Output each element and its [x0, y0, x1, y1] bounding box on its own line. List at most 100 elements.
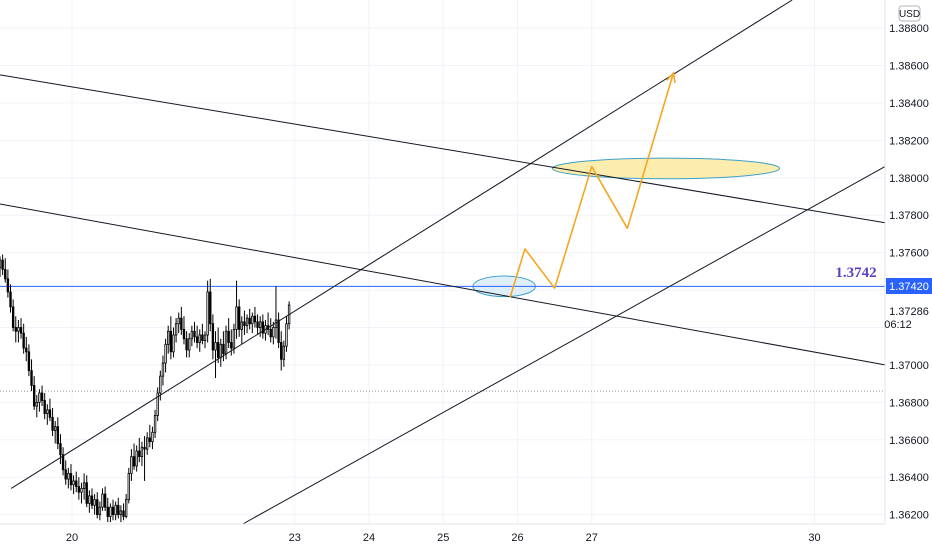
- y-tick-label: 1.37600: [889, 248, 929, 260]
- candle-bullish: [203, 334, 207, 342]
- resistance-price-tag-text: 1.37420: [889, 281, 929, 293]
- candle-bearish: [77, 486, 81, 493]
- candle-bullish: [172, 334, 175, 353]
- candle-bullish: [285, 323, 288, 347]
- projection-line: [509, 72, 675, 298]
- candle-bullish: [156, 392, 159, 416]
- candle-bearish: [48, 409, 52, 418]
- y-tick-label: 1.38200: [889, 135, 929, 147]
- candle-bullish: [188, 338, 191, 351]
- grid-lines: [0, 0, 885, 524]
- candle-bearish: [61, 454, 65, 471]
- candle-bearish: [11, 306, 15, 328]
- candle-bearish: [185, 338, 188, 351]
- candle-bullish: [72, 480, 75, 486]
- resistance-price-tag: [886, 278, 932, 294]
- y-tick-label: 1.38800: [889, 23, 929, 35]
- candle-bearish: [103, 493, 107, 508]
- x-tick-label: 30: [808, 532, 820, 544]
- candle-bearish: [169, 330, 173, 353]
- candle-bullish: [35, 401, 38, 407]
- candle-bearish: [85, 482, 88, 504]
- candle-bullish: [272, 327, 275, 338]
- candle-bullish: [219, 343, 222, 358]
- candle-bearish: [180, 317, 183, 330]
- y-tick-label: 1.36600: [889, 435, 929, 447]
- candle-bearish: [51, 416, 54, 431]
- candle-bullish: [282, 345, 286, 360]
- candlestick-series: [0, 254, 291, 523]
- candle-bearish: [111, 506, 115, 516]
- candle-bearish: [143, 446, 146, 450]
- candle-bullish: [82, 482, 86, 489]
- candle-bearish: [193, 330, 196, 338]
- resistance-annotation: 1.3742: [835, 265, 876, 281]
- candle-bearish: [201, 334, 204, 342]
- candle-bearish: [209, 291, 212, 325]
- candle-bullish: [109, 506, 112, 517]
- candle-bullish: [145, 437, 149, 450]
- candle-bearish: [22, 332, 25, 349]
- candle-bullish: [224, 330, 228, 355]
- trendline: [0, 74, 886, 224]
- currency-badge[interactable]: [898, 5, 921, 22]
- candle-bearish: [59, 443, 62, 456]
- candle-bearish: [96, 499, 99, 516]
- candle-bearish: [64, 469, 67, 480]
- x-tick-label: 20: [66, 532, 78, 544]
- time-axis[interactable]: 20 23 24 25 26 27 30: [0, 523, 932, 550]
- candle-bullish: [17, 327, 20, 332]
- candle-bullish: [67, 473, 70, 480]
- candle-bearish: [230, 342, 233, 349]
- countdown-text: 06:12: [884, 319, 912, 331]
- price-axis[interactable]: USD 1.36200 1.36400 1.36600 1.36800 1.37000 1…: [884, 0, 932, 524]
- y-tick-label: 1.36200: [889, 510, 929, 522]
- candle-bullish: [119, 510, 123, 516]
- candle-bullish: [93, 499, 96, 506]
- candle-bearish: [117, 504, 120, 516]
- candle-bullish: [177, 317, 180, 325]
- candle-bullish: [164, 343, 167, 364]
- candle-bullish: [174, 323, 178, 336]
- candle-bullish: [190, 330, 194, 340]
- candle-bullish: [198, 334, 201, 343]
- candle-bearish: [269, 328, 272, 338]
- candle-bearish: [1, 259, 4, 270]
- trendline: [10, 0, 793, 489]
- candle-bearish: [25, 347, 28, 353]
- candle-bullish: [140, 446, 144, 458]
- x-tick-label: 23: [289, 532, 301, 544]
- candle-bullish: [38, 392, 41, 403]
- y-tick-label: 1.37800: [889, 210, 929, 222]
- candle-bearish: [237, 306, 241, 330]
- candle-bearish: [253, 315, 257, 323]
- target-zone-ellipse: [551, 157, 781, 180]
- x-tick-label: 24: [363, 532, 375, 544]
- candle-bullish: [135, 450, 138, 467]
- candle-bullish: [54, 426, 57, 431]
- candle-bullish: [206, 291, 209, 336]
- candle-bullish: [101, 493, 104, 508]
- candle-bearish: [195, 336, 199, 343]
- candle-bearish: [4, 269, 7, 280]
- candle-bearish: [261, 321, 265, 334]
- y-tick-label: 1.37000: [889, 360, 929, 372]
- candle-bearish: [216, 342, 220, 358]
- candle-bearish: [211, 323, 215, 351]
- candle-bearish: [90, 495, 94, 506]
- candle-bullish: [80, 488, 83, 493]
- candle-bearish: [40, 392, 44, 401]
- candle-bearish: [256, 321, 259, 328]
- candle-bullish: [259, 321, 262, 328]
- price-levels: [0, 285, 885, 392]
- y-tick-label: 1.38000: [889, 173, 929, 185]
- candle-bullish: [127, 473, 130, 501]
- candle-bearish: [148, 437, 151, 443]
- candle-bullish: [214, 342, 217, 351]
- candle-bearish: [227, 330, 230, 343]
- x-tick-label: 25: [437, 532, 449, 544]
- candle-bullish: [251, 315, 254, 325]
- y-tick-label: 1.38400: [889, 98, 929, 110]
- candle-bearish: [277, 319, 280, 343]
